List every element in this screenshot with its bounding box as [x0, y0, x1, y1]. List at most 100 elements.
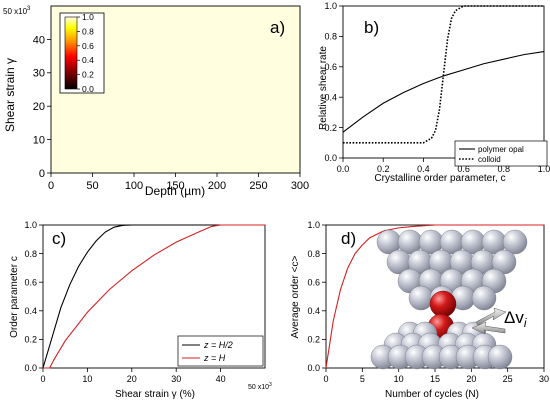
heatmap-cell	[92, 6, 98, 10]
heatmap-cell	[67, 99, 73, 104]
heatmap-cell	[262, 9, 268, 14]
heatmap-cell	[150, 129, 156, 134]
heatmap-cell	[158, 52, 164, 57]
heatmap-cell	[167, 142, 172, 147]
heatmap-cell	[225, 52, 231, 57]
heatmap-cell	[113, 106, 118, 111]
panel-a-label: a)	[270, 18, 285, 37]
heatmap-cell	[229, 22, 235, 27]
heatmap-cell	[221, 66, 226, 71]
heatmap-cell	[275, 6, 280, 10]
heatmap-cell	[279, 152, 284, 157]
heatmap-cell	[262, 136, 268, 141]
x-tick-label: 30	[171, 374, 181, 384]
heatmap-cell	[241, 159, 247, 164]
heatmap-cell	[225, 6, 231, 10]
heatmap-cell	[150, 86, 156, 91]
heatmap-cell	[237, 36, 243, 40]
heatmap-cell	[237, 109, 243, 114]
heatmap-cell	[233, 69, 239, 74]
heatmap-cell	[121, 89, 127, 94]
heatmap-cell	[171, 116, 177, 121]
heatmap-cell	[225, 116, 231, 121]
heatmap-cell	[88, 9, 94, 14]
heatmap-cell	[270, 66, 276, 71]
heatmap-cell	[279, 72, 284, 77]
heatmap-cell	[150, 72, 156, 77]
heatmap-cell	[208, 99, 214, 104]
heatmap-cell	[59, 6, 65, 10]
heatmap-cell	[266, 126, 272, 131]
heatmap-cell	[262, 39, 268, 44]
heatmap-cell	[163, 69, 168, 74]
heatmap-cell	[142, 129, 148, 134]
heatmap-cell	[117, 129, 123, 134]
heatmap-cell	[275, 56, 280, 61]
heatmap-cell	[225, 136, 231, 141]
heatmap-cell	[55, 82, 60, 87]
heatmap-cell	[67, 162, 73, 167]
heatmap-cell	[254, 149, 260, 154]
heatmap-cell	[125, 26, 131, 30]
heatmap-cell	[250, 159, 255, 164]
heatmap-cell	[125, 129, 131, 134]
heatmap-cell	[208, 16, 214, 20]
heatmap-cell	[266, 169, 272, 174]
heatmap-cell	[266, 29, 272, 34]
heatmap-cell	[183, 142, 189, 147]
heatmap-cell	[208, 139, 214, 144]
colorbar: 1.00.80.60.40.20.0	[59, 12, 105, 94]
heatmap-cell	[192, 132, 197, 137]
heatmap-cell	[287, 26, 293, 30]
heatmap-cell	[270, 166, 276, 171]
heatmap-cell	[200, 66, 206, 71]
heatmap-cell	[183, 159, 189, 164]
heatmap-cell	[163, 36, 168, 40]
heatmap-cell	[113, 146, 118, 151]
heatmap-cell	[246, 122, 251, 127]
heatmap-cell	[125, 162, 131, 167]
heatmap-cell	[262, 132, 268, 137]
heatmap-cell	[254, 156, 260, 161]
heatmap-cell	[183, 32, 189, 37]
heatmap-cell	[246, 42, 251, 47]
heatmap-cell	[96, 106, 102, 111]
heatmap-cell	[121, 96, 127, 101]
heatmap-cell	[250, 12, 255, 17]
heatmap-cell	[250, 59, 255, 64]
heatmap-cell	[196, 99, 201, 104]
heatmap-cell	[59, 112, 65, 117]
heatmap-cell	[171, 136, 177, 141]
heatmap-cell	[158, 72, 164, 77]
heatmap-cell	[171, 86, 177, 91]
heatmap-cell	[229, 49, 235, 54]
heatmap-cell	[150, 122, 156, 127]
heatmap-cell	[192, 36, 197, 40]
heatmap-cell	[71, 139, 77, 144]
heatmap-cell	[200, 169, 206, 174]
heatmap-cell	[142, 86, 148, 91]
heatmap-cell	[125, 99, 131, 104]
heatmap-cell	[80, 132, 85, 137]
heatmap-cell	[154, 36, 160, 40]
heatmap-cell	[109, 119, 114, 124]
heatmap-cell	[279, 79, 284, 84]
heatmap-cell	[179, 62, 185, 67]
heatmap-cell	[241, 29, 247, 34]
heatmap-cell	[121, 42, 127, 47]
heatmap-cell	[262, 16, 268, 20]
heatmap-cell	[171, 96, 177, 101]
heatmap-cell	[192, 142, 197, 147]
heatmap-cell	[146, 66, 152, 71]
y-tick-label: 0.8	[307, 249, 320, 259]
heatmap-cell	[204, 76, 210, 81]
heatmap-cell	[92, 112, 98, 117]
heatmap-cell	[154, 69, 160, 74]
heatmap-cell	[88, 92, 94, 97]
heatmap-cell	[75, 149, 81, 154]
heatmap-cell	[237, 126, 243, 131]
heatmap-cell	[275, 32, 280, 37]
heatmap-cell	[51, 76, 56, 81]
heatmap-cell	[241, 136, 247, 141]
heatmap-cell	[117, 99, 123, 104]
